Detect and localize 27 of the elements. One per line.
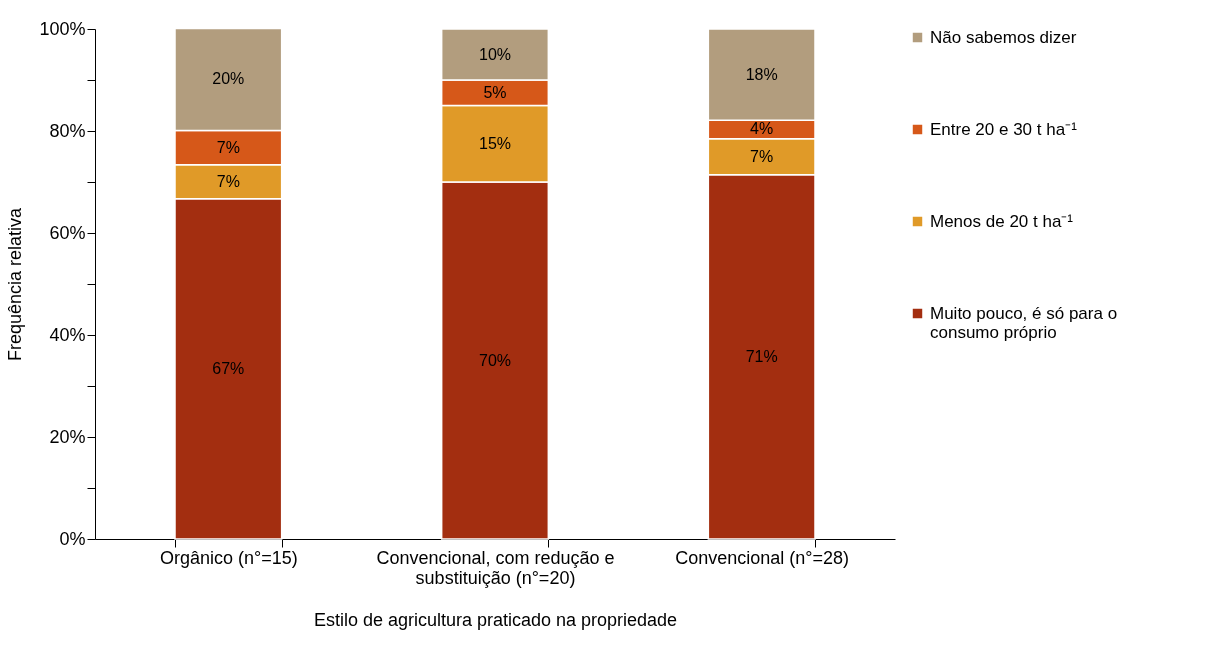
x-tick-label: Convencional (n°=28) xyxy=(675,547,850,568)
legend-label: Menos de 20 t ha⁻¹ xyxy=(930,211,1074,231)
x-axis-title: Estilo de agricultura praticado na propriedade xyxy=(313,609,678,630)
data-label: 5% xyxy=(483,83,507,101)
legend-label: Muito pouco, é só para o consumo próprio xyxy=(930,303,1118,342)
data-label: 20% xyxy=(212,70,245,88)
y-axis-title: Frequência relativa xyxy=(5,206,26,362)
y-tick-label: 20% xyxy=(49,426,86,447)
data-label: 18% xyxy=(745,65,778,83)
data-label: 7% xyxy=(216,138,240,156)
x-tick-label: Convencional, com redução e substituição (n°=20) xyxy=(376,547,615,588)
data-label: 67% xyxy=(212,359,245,377)
data-label: 70% xyxy=(478,351,512,369)
y-tick-label: 60% xyxy=(49,222,86,243)
data-label: 4% xyxy=(750,120,774,138)
data-label: 10% xyxy=(478,45,512,63)
legend-label: Entre 20 e 30 t ha⁻¹ xyxy=(930,119,1078,139)
y-tick-label: 0% xyxy=(59,528,86,549)
y-tick-label: 80% xyxy=(49,120,86,141)
y-tick-label: 100% xyxy=(39,18,86,39)
data-label: 7% xyxy=(750,147,774,165)
x-tick-label: Orgânico (n°=15) xyxy=(159,547,298,568)
data-label: 15% xyxy=(478,134,512,152)
data-label: 7% xyxy=(216,172,240,190)
data-label: 71% xyxy=(745,347,778,365)
legend-label: Não sabemos dizer xyxy=(930,27,1077,47)
y-tick-label: 40% xyxy=(49,324,86,345)
